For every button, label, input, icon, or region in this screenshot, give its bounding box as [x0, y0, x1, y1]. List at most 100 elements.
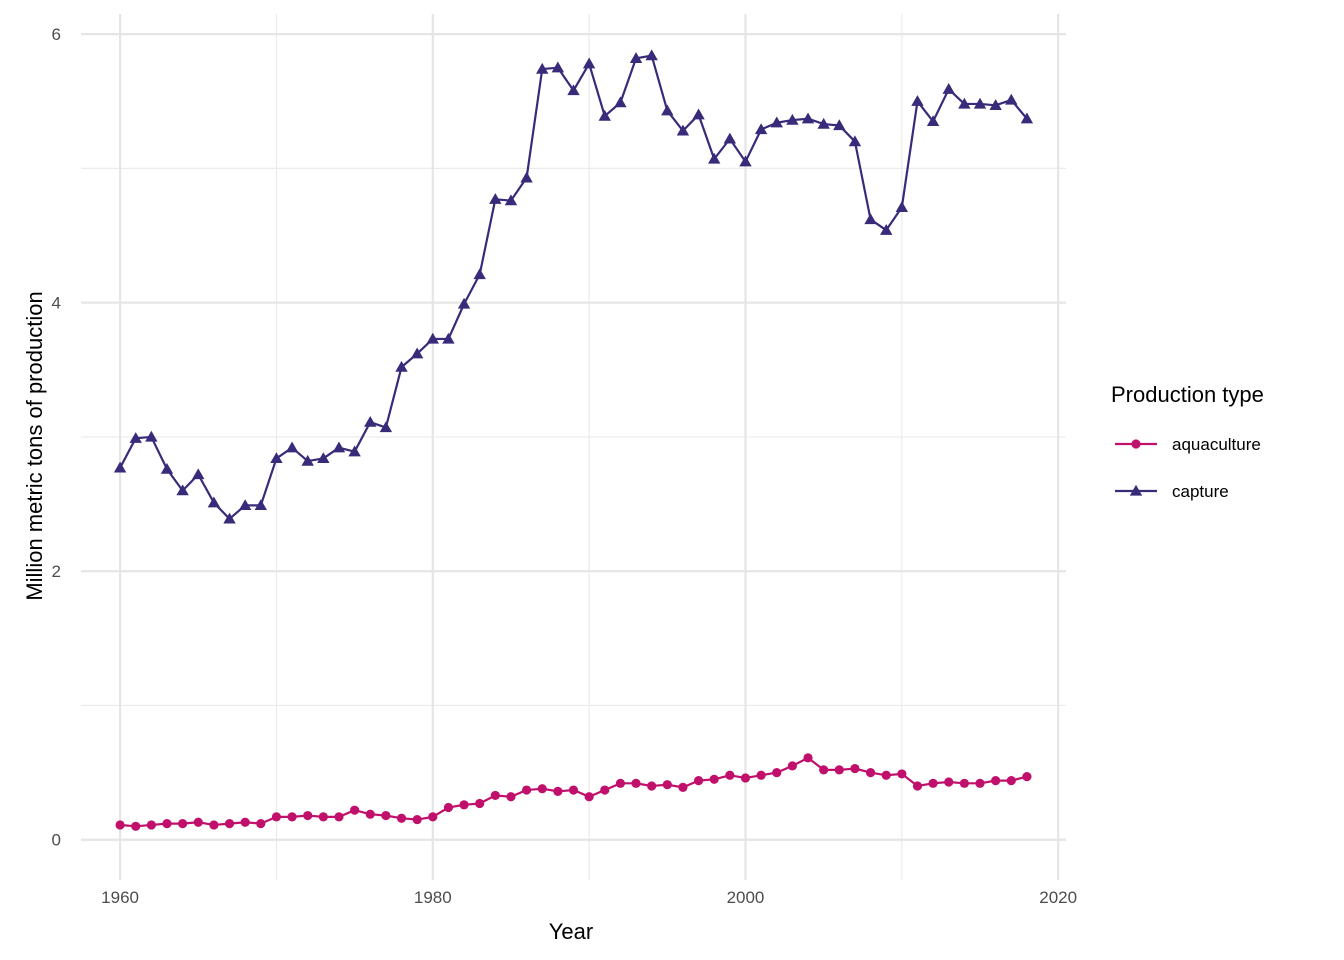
- data-point-aquaculture: [162, 819, 172, 829]
- data-point-capture: [895, 201, 909, 212]
- data-point-capture: [551, 61, 565, 73]
- data-point-aquaculture: [975, 778, 985, 788]
- data-point-capture: [958, 97, 971, 109]
- data-point-aquaculture: [959, 778, 969, 788]
- data-point-capture: [754, 123, 768, 135]
- data-point-aquaculture: [334, 812, 344, 822]
- y-tick-label: 4: [52, 294, 61, 313]
- data-point-aquaculture: [631, 778, 641, 788]
- data-point-aquaculture: [318, 812, 328, 822]
- y-axis-title: Million metric tons of production: [22, 291, 47, 600]
- x-tick-label: 1980: [414, 888, 452, 907]
- data-point-capture: [176, 484, 189, 496]
- data-point-aquaculture: [662, 780, 672, 790]
- data-point-aquaculture: [193, 817, 203, 827]
- data-point-aquaculture: [834, 765, 844, 775]
- data-point-aquaculture: [600, 785, 610, 795]
- data-point-aquaculture: [412, 814, 422, 825]
- data-point-capture: [723, 132, 737, 144]
- data-point-capture: [254, 499, 268, 511]
- data-point-capture: [614, 96, 627, 108]
- data-point-capture: [192, 468, 205, 480]
- data-point-capture: [942, 82, 955, 94]
- data-point-capture: [879, 223, 893, 235]
- data-point-capture: [332, 441, 346, 453]
- data-point-aquaculture: [350, 805, 360, 815]
- data-point-capture: [270, 452, 283, 464]
- legend-title: Production type: [1111, 382, 1264, 407]
- data-point-aquaculture: [944, 777, 954, 787]
- data-point-capture: [926, 115, 940, 127]
- data-point-capture: [645, 49, 658, 61]
- data-point-aquaculture: [647, 781, 657, 791]
- data-point-aquaculture: [1006, 776, 1016, 786]
- data-point-capture: [833, 119, 846, 131]
- data-point-aquaculture: [256, 819, 266, 829]
- data-point-aquaculture: [678, 782, 688, 792]
- data-point-capture: [786, 113, 799, 125]
- data-point-aquaculture: [881, 770, 891, 780]
- series-capture: [113, 49, 1034, 524]
- data-point-capture: [864, 213, 877, 225]
- data-point-aquaculture: [287, 812, 297, 822]
- data-point-aquaculture: [428, 812, 438, 822]
- data-point-capture: [598, 109, 611, 121]
- data-point-capture: [520, 171, 533, 183]
- data-point-capture: [223, 512, 236, 524]
- series-line-capture: [119, 54, 1028, 520]
- legend-key-marker: [1131, 439, 1141, 449]
- data-point-capture: [911, 95, 924, 106]
- data-point-aquaculture: [912, 781, 923, 791]
- data-point-capture: [145, 430, 158, 442]
- legend-item-aquaculture: aquaculture: [1115, 435, 1261, 454]
- data-point-aquaculture: [131, 821, 141, 831]
- data-point-aquaculture: [709, 774, 719, 784]
- data-point-capture: [1020, 112, 1034, 124]
- data-point-capture: [817, 117, 830, 129]
- data-point-capture: [395, 360, 408, 372]
- data-point-aquaculture: [396, 813, 407, 823]
- data-point-aquaculture: [303, 810, 313, 821]
- x-axis-title: Year: [549, 919, 593, 944]
- series-layer: [113, 49, 1034, 831]
- data-point-aquaculture: [991, 776, 1001, 786]
- data-point-capture: [207, 496, 221, 508]
- data-point-capture: [692, 108, 705, 120]
- data-point-aquaculture: [224, 819, 235, 829]
- data-point-aquaculture: [928, 778, 938, 788]
- data-point-capture: [567, 84, 580, 96]
- data-point-capture: [1005, 93, 1018, 105]
- data-point-capture: [457, 297, 471, 309]
- data-point-aquaculture: [850, 763, 860, 774]
- legend-item-capture: capture: [1115, 482, 1229, 501]
- data-point-capture: [473, 268, 486, 280]
- data-point-aquaculture: [146, 820, 156, 830]
- data-point-capture: [661, 104, 674, 116]
- data-point-aquaculture: [740, 773, 751, 783]
- data-point-aquaculture: [459, 800, 469, 810]
- data-point-capture: [739, 155, 752, 167]
- data-point-aquaculture: [725, 770, 735, 780]
- data-point-capture: [410, 347, 424, 359]
- data-point-aquaculture: [365, 809, 375, 819]
- x-tick-label: 1960: [101, 888, 139, 907]
- legend-items: aquaculture capture: [1115, 435, 1261, 501]
- y-tick-label: 6: [52, 25, 61, 44]
- legend-key-marker: [1129, 484, 1143, 496]
- data-point-aquaculture: [240, 817, 250, 827]
- data-point-aquaculture: [819, 765, 829, 775]
- data-point-capture: [489, 193, 502, 204]
- legend-label: capture: [1172, 482, 1229, 501]
- y-tick-label: 2: [52, 562, 61, 581]
- minor-gridlines: [81, 14, 1066, 880]
- data-point-aquaculture: [521, 785, 532, 795]
- data-point-capture: [348, 445, 361, 457]
- data-point-capture: [301, 454, 314, 466]
- data-point-aquaculture: [772, 767, 782, 778]
- data-point-aquaculture: [115, 820, 125, 830]
- data-point-capture: [770, 116, 783, 128]
- data-point-aquaculture: [803, 753, 813, 763]
- data-point-capture: [676, 124, 690, 136]
- data-point-aquaculture: [584, 792, 594, 802]
